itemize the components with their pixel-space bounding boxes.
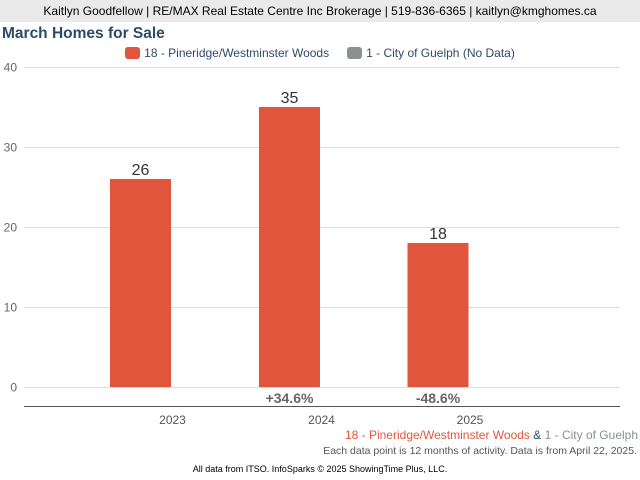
bar (110, 179, 171, 387)
x-tick-label: 2023 (159, 413, 186, 425)
footer-area-secondary: 1 - City of Guelph (544, 428, 638, 442)
x-tick-label: 2024 (308, 413, 335, 425)
change-label: -48.6% (416, 390, 461, 406)
legend-item-secondary[interactable]: 1 - City of Guelph (No Data) (347, 45, 515, 61)
chart-legend: 18 - Pineridge/Westminster Woods 1 - Cit… (0, 45, 640, 61)
chart-title: March Homes for Sale (2, 25, 165, 42)
y-tick-label: 0 (10, 381, 17, 395)
bar (259, 107, 320, 387)
data-note: Each data point is 12 months of activity… (323, 445, 637, 457)
bar (407, 243, 469, 387)
bar-value-label: 35 (281, 90, 299, 107)
footer-area-primary: 18 - Pineridge/Westminster Woods (344, 428, 530, 442)
y-tick-label: 30 (4, 141, 18, 155)
source-credit: All data from ITSO. InfoSparks © 2025 Sh… (192, 464, 448, 474)
bar-chart: 0 10 20 30 40 26 35 18 +34.6% -48.6% 2023 2024 20… (4, 61, 620, 425)
y-tick-label: 20 (4, 221, 18, 235)
legend-swatch-primary (125, 47, 141, 59)
y-tick-label: 10 (4, 301, 18, 315)
x-tick-label: 2025 (457, 413, 484, 425)
legend-label-secondary: 1 - City of Guelph (No Data) (366, 46, 515, 60)
bar-value-label: 26 (132, 162, 150, 179)
legend-item-primary[interactable]: 18 - Pineridge/Westminster Woods (125, 45, 329, 61)
footer-ampersand: & (533, 428, 542, 442)
legend-swatch-secondary (347, 47, 363, 59)
change-label: +34.6% (266, 390, 314, 406)
legend-label-primary: 18 - Pineridge/Westminster Woods (144, 46, 330, 60)
y-tick-label: 40 (4, 61, 18, 75)
footer-area-legend: 18 - Pineridge/Westminster Woods & 1 - C… (345, 428, 638, 442)
contact-header: Kaitlyn Goodfellow | RE/MAX Real Estate … (0, 0, 640, 22)
bar-value-label: 18 (429, 226, 447, 243)
